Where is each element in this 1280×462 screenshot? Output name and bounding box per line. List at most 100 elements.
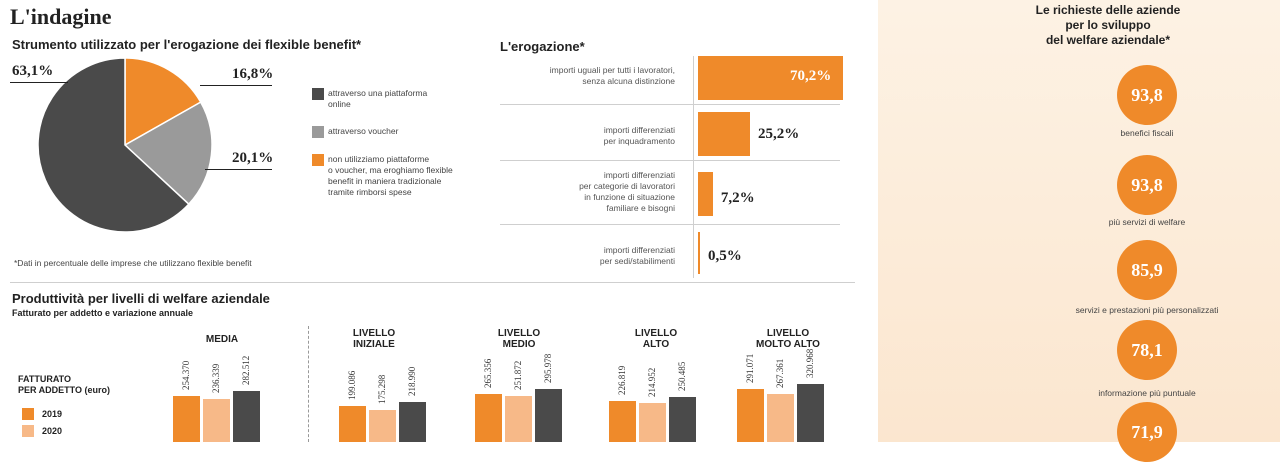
legend-swatch-gray xyxy=(312,126,324,138)
pie-label-platform: 63,1% xyxy=(12,63,54,79)
produttivita-bar-label: 226.819 xyxy=(616,365,627,395)
produttivita-bar-label: 214.952 xyxy=(646,367,657,398)
produttivita-bar xyxy=(737,389,764,442)
pie-chart xyxy=(37,57,213,233)
erogazione-row: importi differenziati per sedi/stabilime… xyxy=(500,226,840,278)
produttivita-bar-label: 254.370 xyxy=(180,360,191,391)
erogazione-row: importi uguali per tutti i lavoratori, s… xyxy=(500,56,843,105)
produttivita-bar-label: 282.512 xyxy=(240,355,251,385)
section-divider xyxy=(10,282,855,283)
produttivita-bar xyxy=(173,396,200,442)
produttivita-bar xyxy=(639,403,666,442)
produttivita-bar xyxy=(669,396,696,442)
produttivita-bar xyxy=(339,406,366,442)
richieste-title: Le richieste delle aziende per lo svilup… xyxy=(1035,3,1181,47)
legend-title-line: PER ADDETTO (euro) xyxy=(18,385,111,395)
legend-text: non utilizziamo piattaforme xyxy=(328,154,430,164)
erogazione-label: in funzione di situazione xyxy=(584,192,675,202)
pie-slice xyxy=(123,101,213,206)
erogazione-label: importi uguali per tutti i lavoratori, xyxy=(549,65,675,75)
pie-leader-line xyxy=(10,82,68,83)
erogazione-value: 0,5% xyxy=(708,248,742,264)
legend-text: attraverso una piattaforma xyxy=(328,88,428,98)
richiesta-value: 71,9 xyxy=(1117,402,1177,462)
group-title-media: MEDIA xyxy=(205,334,239,345)
richiesta-value: 93,8 xyxy=(1117,155,1177,215)
produttivita-bar-label: 250.485 xyxy=(676,361,687,391)
legend-swatch-2019 xyxy=(22,408,34,420)
produttivita-bar-label: 175.298 xyxy=(376,375,387,405)
richiesta-value: 78,1 xyxy=(1117,320,1177,380)
produttivita-bar-label: 291.071 xyxy=(744,354,755,384)
produttivita-bar-label: 267.361 xyxy=(774,358,785,388)
legend-label: 2019 xyxy=(42,409,63,419)
erogazione-label: importi differenziati xyxy=(603,245,675,255)
legend-text: attraverso voucher xyxy=(328,126,399,136)
pie-label-voucher: 20,1% xyxy=(232,150,274,166)
group-title-molto-alto: LIVELLO MOLTO ALTO xyxy=(756,328,820,350)
produttivita-bar-label: 295.978 xyxy=(542,353,553,383)
legend-text: benefit in maniera tradizionale xyxy=(328,176,442,186)
erogazione-value: 25,2% xyxy=(758,126,800,142)
produttivita-bar xyxy=(475,394,502,442)
richiesta-value: 85,9 xyxy=(1117,240,1177,300)
group-divider xyxy=(308,326,310,442)
produttivita-bar-label: 320.968 xyxy=(804,348,815,378)
produttivita-bar-label: 265.356 xyxy=(482,358,493,389)
erogazione-label: per inquadramento xyxy=(603,136,675,146)
legend-swatch-orange xyxy=(312,154,324,166)
erogazione-value: 70,2% xyxy=(790,68,832,84)
pie-slice xyxy=(37,57,190,233)
pie-leader-line xyxy=(200,85,272,86)
erogazione-label: senza alcuna distinzione xyxy=(582,76,675,86)
erogazione-axis xyxy=(693,56,694,278)
legend-swatch-dark xyxy=(312,88,324,100)
erogazione-bar xyxy=(698,232,700,274)
produttivita-bar xyxy=(505,396,532,442)
legend-text: online xyxy=(328,99,351,109)
produttivita-bar xyxy=(797,384,824,442)
pie-section-title: Strumento utilizzato per l'erogazione de… xyxy=(12,37,362,52)
erogazione-row: importi differenziati per categorie di l… xyxy=(500,162,840,225)
erogazione-label: per categorie di lavoratori xyxy=(579,181,675,191)
legend-text: o voucher, ma eroghiamo flexible xyxy=(328,165,453,175)
erogazione-label: importi differenziati xyxy=(603,125,675,135)
produttivita-bar xyxy=(233,390,260,442)
erogazione-title: L'erogazione* xyxy=(500,39,585,54)
erogazione-label: familiare e bisogni xyxy=(606,203,675,213)
legend-text: tramite rimborsi spese xyxy=(328,187,412,197)
richiesta-label: informazione più puntuale xyxy=(1098,388,1196,398)
richiesta-value: 93,8 xyxy=(1117,65,1177,125)
produttivita-legend-title: FATTURATO PER ADDETTO (euro) xyxy=(18,374,110,396)
erogazione-value: 7,2% xyxy=(720,190,755,206)
erogazione-bar xyxy=(698,112,751,156)
produttivita-bar-label: 199.086 xyxy=(346,370,357,401)
erogazione-row: importi differenziati per inquadramento … xyxy=(500,106,840,161)
erogazione-label: per sedi/stabilimenti xyxy=(599,256,675,266)
legend-label: 2020 xyxy=(42,426,63,436)
produttivita-bar-label: 236.339 xyxy=(210,364,221,394)
produttivita-bar xyxy=(609,401,636,442)
legend-title-line: FATTURATO xyxy=(18,374,71,384)
produttivita-bar xyxy=(767,393,794,442)
produttivita-bar xyxy=(203,399,230,442)
richiesta-label: servizi e prestazioni più personalizzati xyxy=(1075,305,1219,315)
produttivita-bar xyxy=(369,410,396,442)
pie-slice xyxy=(124,57,202,147)
group-title-medio: LIVELLO MEDIO xyxy=(497,328,541,350)
produttivita-bar xyxy=(399,402,426,442)
pie-footnote: *Dati in percentuale delle imprese che u… xyxy=(14,258,252,268)
produttivita-subtitle: Fatturato per addetto e variazione annua… xyxy=(12,308,194,318)
erogazione-bar xyxy=(698,172,713,216)
produttivita-bar xyxy=(535,388,562,442)
group-title-iniziale: LIVELLO INIZIALE xyxy=(352,328,396,350)
pie-label-other: 16,8% xyxy=(232,66,274,82)
produttivita-title: Produttività per livelli di welfare azie… xyxy=(12,291,270,306)
erogazione-bar xyxy=(698,56,843,100)
pie-leader-line xyxy=(205,169,272,170)
richiesta-label: più servizi di welfare xyxy=(1108,217,1186,227)
page-title: L'indagine xyxy=(10,4,112,29)
produttivita-bar-label: 251.872 xyxy=(512,361,523,391)
group-title-alto: LIVELLO ALTO xyxy=(634,328,678,350)
richieste-panel: Le richieste delle aziende per lo svilup… xyxy=(878,0,1280,462)
